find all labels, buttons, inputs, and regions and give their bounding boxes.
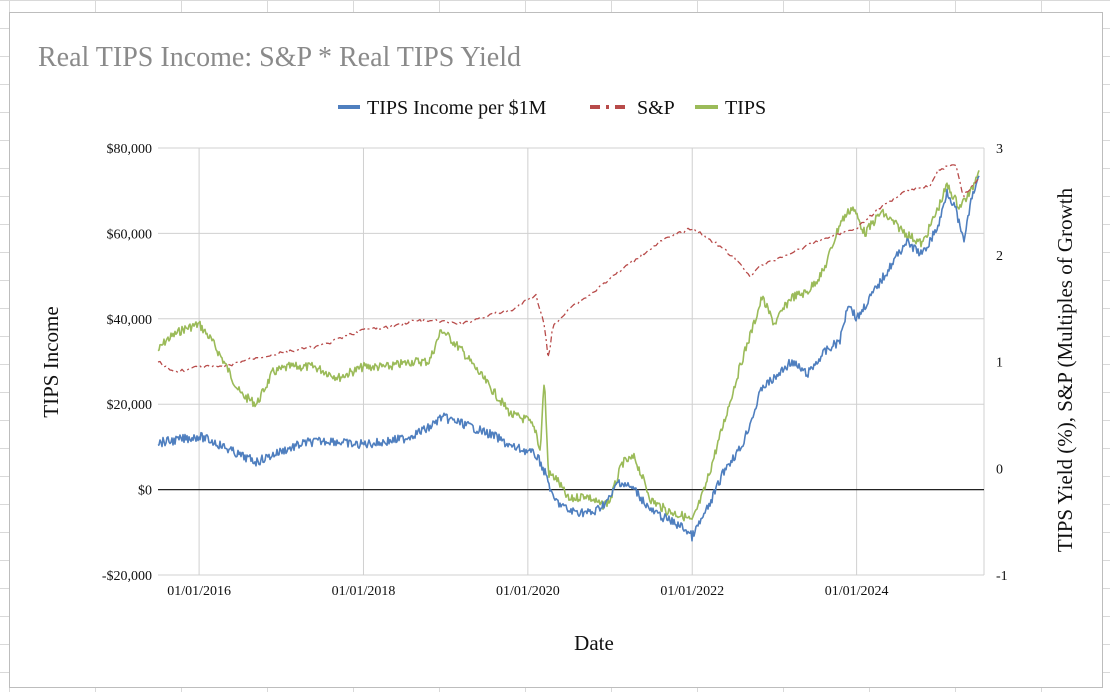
y-tick-label-0: $80,000 — [107, 142, 153, 157]
gridlines — [158, 147, 985, 576]
y2-tick-label-4: -1 — [996, 569, 1008, 584]
y-tick-label-3: $20,000 — [107, 398, 153, 413]
y-tick-label-2: $40,000 — [107, 313, 153, 328]
x-tick-label-3: 01/01/2022 — [660, 584, 724, 599]
y-tick-label-5: -$20,000 — [102, 569, 152, 584]
y-tick-label-4: $0 — [138, 484, 152, 499]
x-tick-label-4: 01/01/2024 — [825, 584, 889, 599]
y-axis-ticks: $80,000 $60,000 $40,000 $20,000 $0 -$20,000 — [102, 142, 152, 584]
y2-axis-ticks: 3 2 1 0 -1 — [996, 142, 1008, 584]
y-axis-title: TIPS Income — [39, 306, 63, 417]
y2-axis-title: TIPS Yield (%), S&P (Multiples of Growth — [1053, 187, 1077, 552]
y2-tick-label-1: 2 — [996, 249, 1003, 264]
legend-label-sp: S&P — [637, 97, 675, 119]
series-line-0 — [157, 175, 980, 542]
legend-label-tips: TIPS — [725, 97, 766, 119]
y2-tick-label-2: 1 — [996, 356, 1003, 371]
series-line-1 — [157, 164, 979, 374]
x-tick-label-1: 01/01/2018 — [332, 584, 396, 599]
y-tick-label-1: $60,000 — [107, 227, 153, 242]
series-lines — [157, 164, 980, 542]
x-tick-label-2: 01/01/2020 — [496, 584, 560, 599]
x-axis-ticks: 01/01/2016 01/01/2018 01/01/2020 01/01/2022… — [167, 584, 888, 599]
legend-label-income: TIPS Income per $1M — [367, 97, 547, 119]
series-line-2 — [157, 170, 980, 522]
y2-tick-label-0: 3 — [996, 142, 1003, 157]
y2-tick-label-3: 0 — [996, 462, 1003, 477]
x-tick-label-0: 01/01/2016 — [167, 584, 231, 599]
x-axis-title: Date — [574, 631, 614, 655]
chart-title: Real TIPS Income: S&P * Real TIPS Yield — [38, 42, 521, 73]
legend[interactable]: TIPS Income per $1M S&P TIPS — [338, 97, 766, 119]
